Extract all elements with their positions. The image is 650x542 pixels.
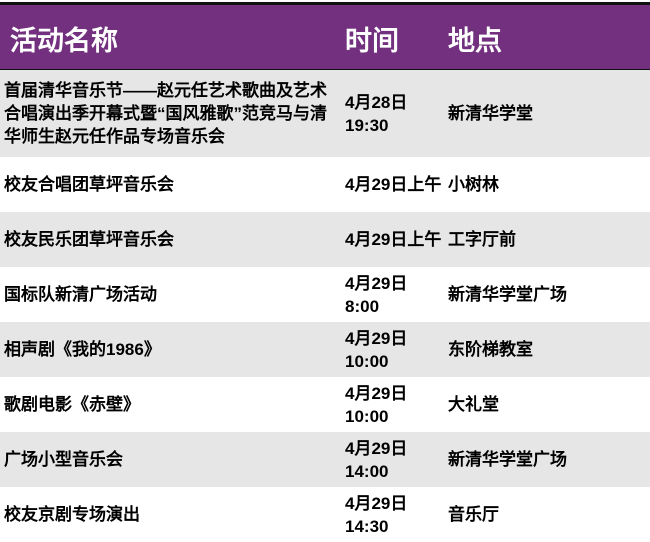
event-place: 东阶梯教室 [448,340,533,359]
table-header: 活动名称 时间 地点 [0,2,650,72]
header-place: 地点 [448,26,502,56]
table-row: 校友京剧专场演出 4月29日 14:30 音乐厅 [0,487,650,542]
event-time: 4月29日 8:00 [345,273,408,316]
event-place: 工字厅前 [448,230,516,249]
event-place: 新清华学堂广场 [448,285,567,304]
event-name: 校友京剧专场演出 [4,505,140,524]
table-row: 校友民乐团草坪音乐会 4月29日上午 工字厅前 [0,212,650,267]
event-time: 4月29日 10:00 [345,328,408,371]
event-name: 相声剧《我的1986》 [4,340,161,359]
event-name: 国标队新清广场活动 [4,285,157,304]
event-name: 首届清华音乐节——赵元任艺术歌曲及艺术合唱演出季开幕式暨“国风雅歌”范竞马与清华… [4,81,327,146]
event-time: 4月29日 14:30 [345,493,408,536]
event-name: 校友民乐团草坪音乐会 [4,230,174,249]
event-name: 广场小型音乐会 [4,450,123,469]
event-place: 新清华学堂广场 [448,450,567,469]
table-row: 相声剧《我的1986》 4月29日 10:00 东阶梯教室 [0,322,650,377]
header-name: 活动名称 [10,26,118,56]
event-place: 小树林 [448,175,499,194]
table-row: 广场小型音乐会 4月29日 14:00 新清华学堂广场 [0,432,650,487]
table-row: 校友合唱团草坪音乐会 4月29日上午 小树林 [0,157,650,212]
event-time: 4月29日 10:00 [345,383,408,426]
event-place: 大礼堂 [448,395,499,414]
table-row: 首届清华音乐节——赵元任艺术歌曲及艺术合唱演出季开幕式暨“国风雅歌”范竞马与清华… [0,70,650,157]
event-time: 4月29日上午 [345,175,442,194]
event-time: 4月28日 19:30 [345,92,408,135]
table-row: 国标队新清广场活动 4月29日 8:00 新清华学堂广场 [0,267,650,322]
event-name: 歌剧电影《赤壁》 [4,395,140,414]
event-place: 音乐厅 [448,505,499,524]
event-place: 新清华学堂 [448,104,533,123]
header-time: 时间 [345,26,399,56]
event-time: 4月29日 14:00 [345,438,408,481]
event-time: 4月29日上午 [345,230,442,249]
event-name: 校友合唱团草坪音乐会 [4,175,174,194]
table-row: 歌剧电影《赤壁》 4月29日 10:00 大礼堂 [0,377,650,432]
